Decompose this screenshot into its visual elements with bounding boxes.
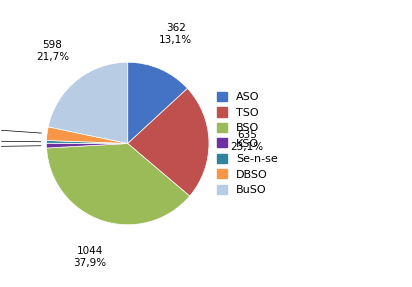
Wedge shape bbox=[128, 88, 209, 196]
Wedge shape bbox=[47, 144, 190, 225]
Text: 635
23,1%: 635 23,1% bbox=[231, 130, 264, 152]
Wedge shape bbox=[47, 127, 128, 144]
Text: 1044
37,9%: 1044 37,9% bbox=[73, 246, 106, 267]
Wedge shape bbox=[48, 62, 128, 144]
Wedge shape bbox=[47, 143, 128, 148]
Legend: ASO, TSO, BSO, KSO, Se-n-se, DBSO, BuSO: ASO, TSO, BSO, KSO, Se-n-se, DBSO, BuSO bbox=[217, 92, 278, 195]
Wedge shape bbox=[47, 140, 128, 144]
Text: 598
21,7%: 598 21,7% bbox=[36, 40, 69, 61]
Wedge shape bbox=[128, 62, 187, 144]
Text: 362
13,1%: 362 13,1% bbox=[159, 23, 192, 45]
